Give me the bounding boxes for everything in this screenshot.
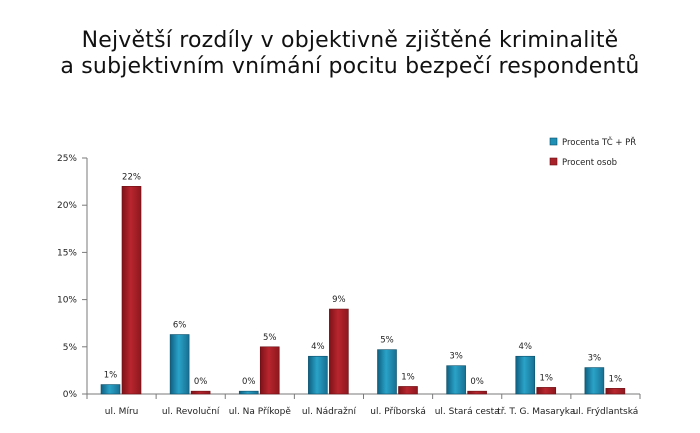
bar-procenta-tc-pr: [446, 365, 466, 395]
y-tick-label: 10%: [57, 296, 77, 306]
data-label: 1%: [609, 374, 623, 384]
x-tick-label: ul. Stará cesta: [435, 407, 500, 417]
bar-procenta-tc-pr: [169, 334, 190, 395]
bar-procent-osob: [398, 386, 418, 395]
legend-swatch: [549, 137, 558, 146]
bar-procent-osob: [605, 388, 626, 395]
x-tick-label: ul. Příborská: [370, 407, 426, 417]
data-label: 1%: [540, 373, 554, 383]
y-tick-label: 20%: [57, 201, 77, 211]
data-label: 1%: [401, 372, 415, 382]
data-label: 1%: [104, 371, 118, 381]
bar-procent-osob: [329, 308, 349, 395]
data-label: 22%: [122, 172, 141, 182]
data-label: 0%: [194, 377, 208, 387]
y-tick-label: 15%: [57, 248, 77, 258]
bar-procenta-tc-pr: [584, 367, 605, 395]
chart-title-line-1: Největší rozdíly v objektivně zjištěné k…: [81, 28, 619, 53]
legend-label: Procent osob: [562, 158, 617, 168]
data-label: 3%: [588, 354, 602, 364]
bar-procenta-tc-pr: [100, 384, 121, 395]
legend-label: Procenta TČ + PŘ: [562, 136, 636, 148]
bar-procent-osob: [190, 390, 211, 395]
x-tick-label: ul. Nádražní: [302, 407, 357, 417]
bar-procent-osob: [121, 186, 142, 395]
data-label: 3%: [449, 352, 463, 362]
x-tick-label: ul. Revoluční: [162, 406, 220, 417]
y-tick-label: 0%: [63, 390, 78, 400]
chart-title-line-2: a subjektivním vnímání pocitu bezpečí re…: [60, 54, 640, 79]
bar-procenta-tc-pr: [515, 355, 536, 395]
data-label: 5%: [380, 336, 394, 346]
x-tick-label: ul. Na Příkopě: [229, 407, 292, 417]
data-label: 5%: [263, 333, 277, 343]
y-tick-label: 25%: [57, 154, 77, 164]
y-tick-label: 5%: [63, 343, 78, 353]
bar-procenta-tc-pr: [377, 349, 397, 395]
data-label: 4%: [519, 342, 533, 352]
x-tick-label: ul. Frýdlantská: [573, 407, 639, 417]
x-tick-label: ul. Míru: [105, 407, 139, 417]
data-label: 4%: [311, 342, 325, 352]
bar-procent-osob: [259, 346, 280, 395]
bar-procent-osob: [467, 390, 487, 395]
x-tick-label: tř. T. G. Masaryka: [497, 407, 575, 417]
data-label: 6%: [173, 321, 187, 331]
bar-procenta-tc-pr: [308, 355, 328, 395]
data-label: 0%: [470, 377, 484, 387]
bar-procenta-tc-pr: [238, 390, 259, 395]
data-label: 0%: [242, 377, 256, 387]
data-label: 9%: [332, 295, 346, 305]
bar-procent-osob: [536, 387, 557, 395]
chart-title: Největší rozdíly v objektivně zjištěné k…: [0, 28, 700, 80]
legend-swatch: [549, 157, 558, 166]
